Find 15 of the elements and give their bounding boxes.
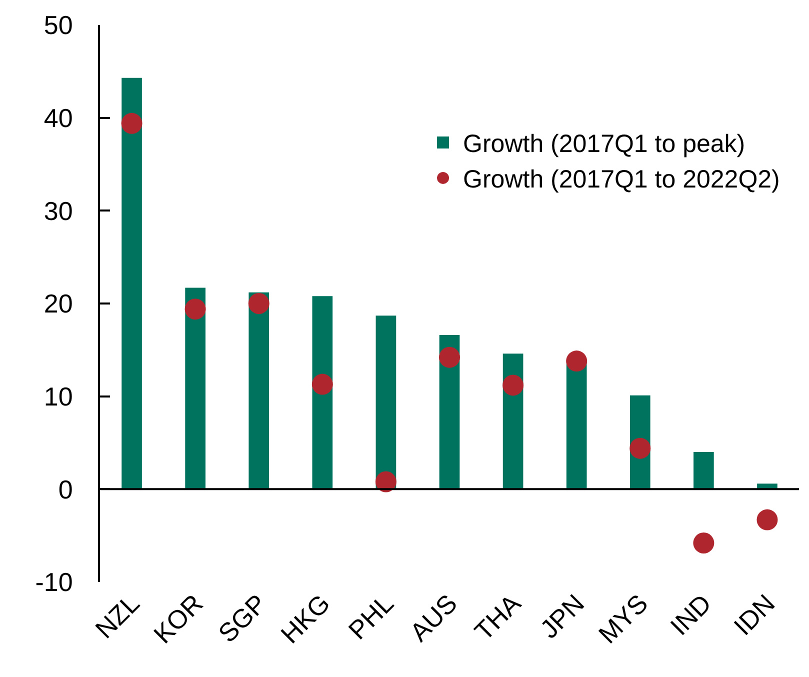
x-tick-label: JPN bbox=[534, 588, 590, 644]
y-tick-label: 0 bbox=[58, 474, 73, 504]
legend-label: Growth (2017Q1 to peak) bbox=[463, 130, 746, 158]
y-tick-label: 40 bbox=[44, 102, 73, 133]
x-tick-label: PHL bbox=[342, 588, 400, 646]
y-tick-label: -10 bbox=[35, 567, 73, 598]
legend-label: Growth (2017Q1 to 2022Q2) bbox=[463, 166, 780, 194]
x-tick-label: NZL bbox=[89, 588, 146, 644]
y-tick-label: 10 bbox=[44, 381, 73, 412]
x-tick-label: THA bbox=[468, 588, 527, 646]
y-tick-label: 50 bbox=[44, 10, 73, 40]
y-tick-label: 30 bbox=[44, 196, 73, 226]
y-tick-label: 20 bbox=[44, 288, 73, 319]
x-tick-label: IND bbox=[664, 588, 718, 642]
x-tick-label: IDN bbox=[728, 588, 781, 642]
